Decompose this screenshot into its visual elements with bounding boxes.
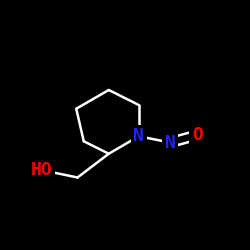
Text: HO: HO xyxy=(30,161,52,179)
Text: N: N xyxy=(164,134,175,152)
Text: N: N xyxy=(133,127,144,145)
Text: O: O xyxy=(192,126,203,144)
